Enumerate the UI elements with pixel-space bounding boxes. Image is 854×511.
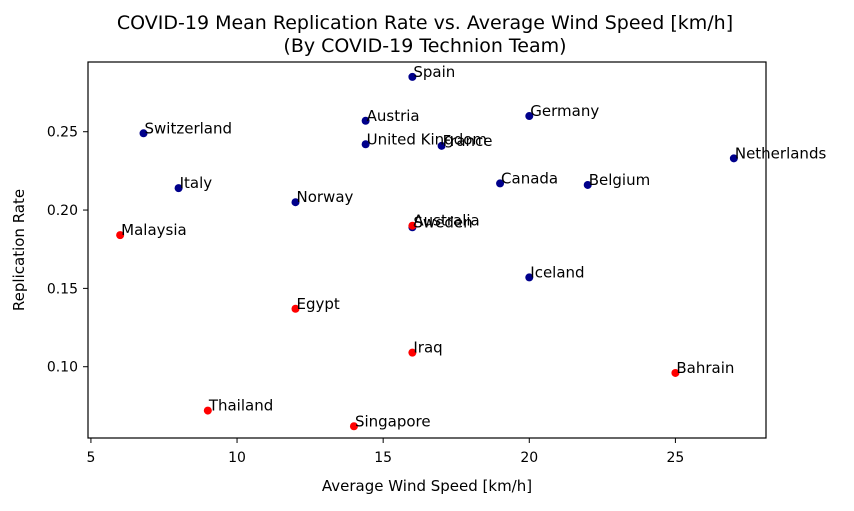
x-axis-label: Average Wind Speed [km/h]	[322, 477, 532, 495]
point-label: Italy	[180, 174, 213, 192]
y-axis-label: Replication Rate	[10, 189, 28, 311]
data-point	[671, 368, 680, 377]
data-point	[408, 72, 417, 81]
y-tick-label: 0.25	[47, 125, 78, 141]
y-tick-label: 0.20	[47, 203, 78, 219]
data-point	[361, 140, 370, 149]
x-tick-label: 5	[86, 450, 95, 466]
point-label: Sweden	[413, 213, 472, 231]
y-tick-label: 0.10	[47, 360, 78, 376]
point-label: Iraq	[413, 339, 442, 357]
point-label: Malaysia	[121, 221, 187, 239]
data-point	[583, 180, 592, 189]
data-point	[203, 406, 212, 415]
data-point	[496, 179, 505, 188]
point-label: Netherlands	[735, 144, 827, 162]
point-label: Canada	[501, 169, 558, 187]
point-label: Norway	[296, 188, 353, 206]
point-label: Bahrain	[676, 359, 734, 377]
data-point	[437, 141, 446, 150]
data-point	[525, 273, 534, 282]
x-tick-label: 20	[520, 450, 538, 466]
data-point	[361, 116, 370, 125]
point-label: Belgium	[589, 171, 651, 189]
chart-title: COVID-19 Mean Replication Rate vs. Avera…	[117, 12, 733, 34]
point-label: Germany	[530, 102, 599, 120]
x-axis: 5 10 15 20 25	[86, 438, 684, 466]
data-point	[291, 198, 300, 207]
point-label: Egypt	[296, 295, 339, 313]
data-point	[116, 231, 125, 240]
point-label: Austria	[367, 107, 420, 125]
data-point	[291, 304, 300, 313]
x-tick-label: 10	[228, 450, 246, 466]
data-point	[408, 348, 417, 357]
data-point	[349, 422, 358, 431]
data-point	[139, 129, 148, 138]
plot-frame	[87, 61, 767, 439]
point-label: Spain	[413, 63, 455, 81]
chart-subtitle: (By COVID-19 Technion Team)	[283, 35, 566, 57]
x-tick-label: 25	[666, 450, 684, 466]
y-axis: 0.10 0.15 0.20 0.25	[47, 125, 88, 376]
point-label: Australia	[413, 212, 479, 230]
x-tick-label: 15	[374, 450, 392, 466]
data-point	[729, 154, 738, 163]
point-label: United Kingdom	[367, 130, 487, 148]
point-label: Iceland	[530, 263, 584, 281]
plot-area: Spain Austria Germany Switzerland United Kin…	[116, 63, 827, 431]
y-tick-label: 0.15	[47, 281, 78, 297]
point-label: Switzerland	[145, 119, 233, 137]
data-point	[408, 221, 417, 230]
data-point	[525, 112, 534, 121]
data-point	[174, 184, 183, 193]
point-label: France	[443, 132, 493, 150]
point-label: Singapore	[355, 412, 431, 430]
point-label: Thailand	[208, 397, 273, 415]
